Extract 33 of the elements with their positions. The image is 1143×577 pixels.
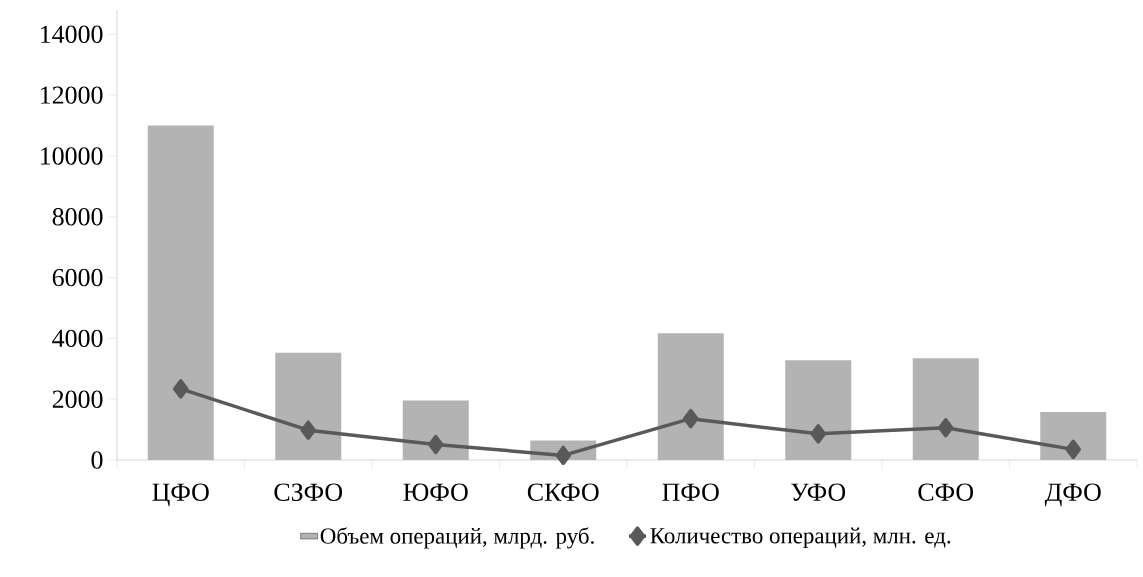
point bbox=[683, 408, 699, 429]
point bbox=[428, 434, 444, 455]
bar bbox=[1040, 411, 1107, 460]
x-tick-label: УФО bbox=[791, 483, 846, 501]
bar bbox=[912, 358, 979, 460]
legend-label: Объем операций, млрд. руб. bbox=[320, 527, 594, 549]
point bbox=[300, 420, 316, 440]
point bbox=[810, 424, 826, 444]
legend-label: Количество операций, млн. ед. bbox=[650, 527, 951, 549]
x-tick-label: ДФО bbox=[1044, 483, 1101, 507]
bar bbox=[785, 360, 852, 460]
y-tick-label: 2000 bbox=[52, 390, 103, 408]
y-tick-label: 14000 bbox=[41, 25, 103, 44]
bar bbox=[275, 352, 342, 460]
x-tick-label: СФО bbox=[918, 483, 974, 501]
bar bbox=[147, 125, 214, 460]
x-tick-label: СКФО bbox=[527, 483, 599, 501]
y-tick-label: 10000 bbox=[41, 147, 103, 165]
y-tick-label: 0 bbox=[91, 451, 103, 469]
bar bbox=[402, 400, 469, 460]
y-tick-label: 4000 bbox=[52, 329, 103, 348]
point bbox=[1065, 439, 1081, 460]
y-tick-label: 6000 bbox=[52, 268, 103, 287]
y-tick-label: 12000 bbox=[41, 86, 103, 104]
point bbox=[173, 379, 189, 399]
point bbox=[555, 445, 571, 466]
y-tick-label: 8000 bbox=[52, 208, 103, 226]
x-tick-label: ЮФО bbox=[403, 483, 468, 501]
x-tick-label: ЦФО bbox=[152, 483, 209, 507]
x-tick-label: ПФО bbox=[662, 483, 719, 501]
bar bbox=[657, 333, 724, 460]
point bbox=[937, 418, 954, 438]
x-tick-label: СЗФО bbox=[274, 483, 343, 501]
